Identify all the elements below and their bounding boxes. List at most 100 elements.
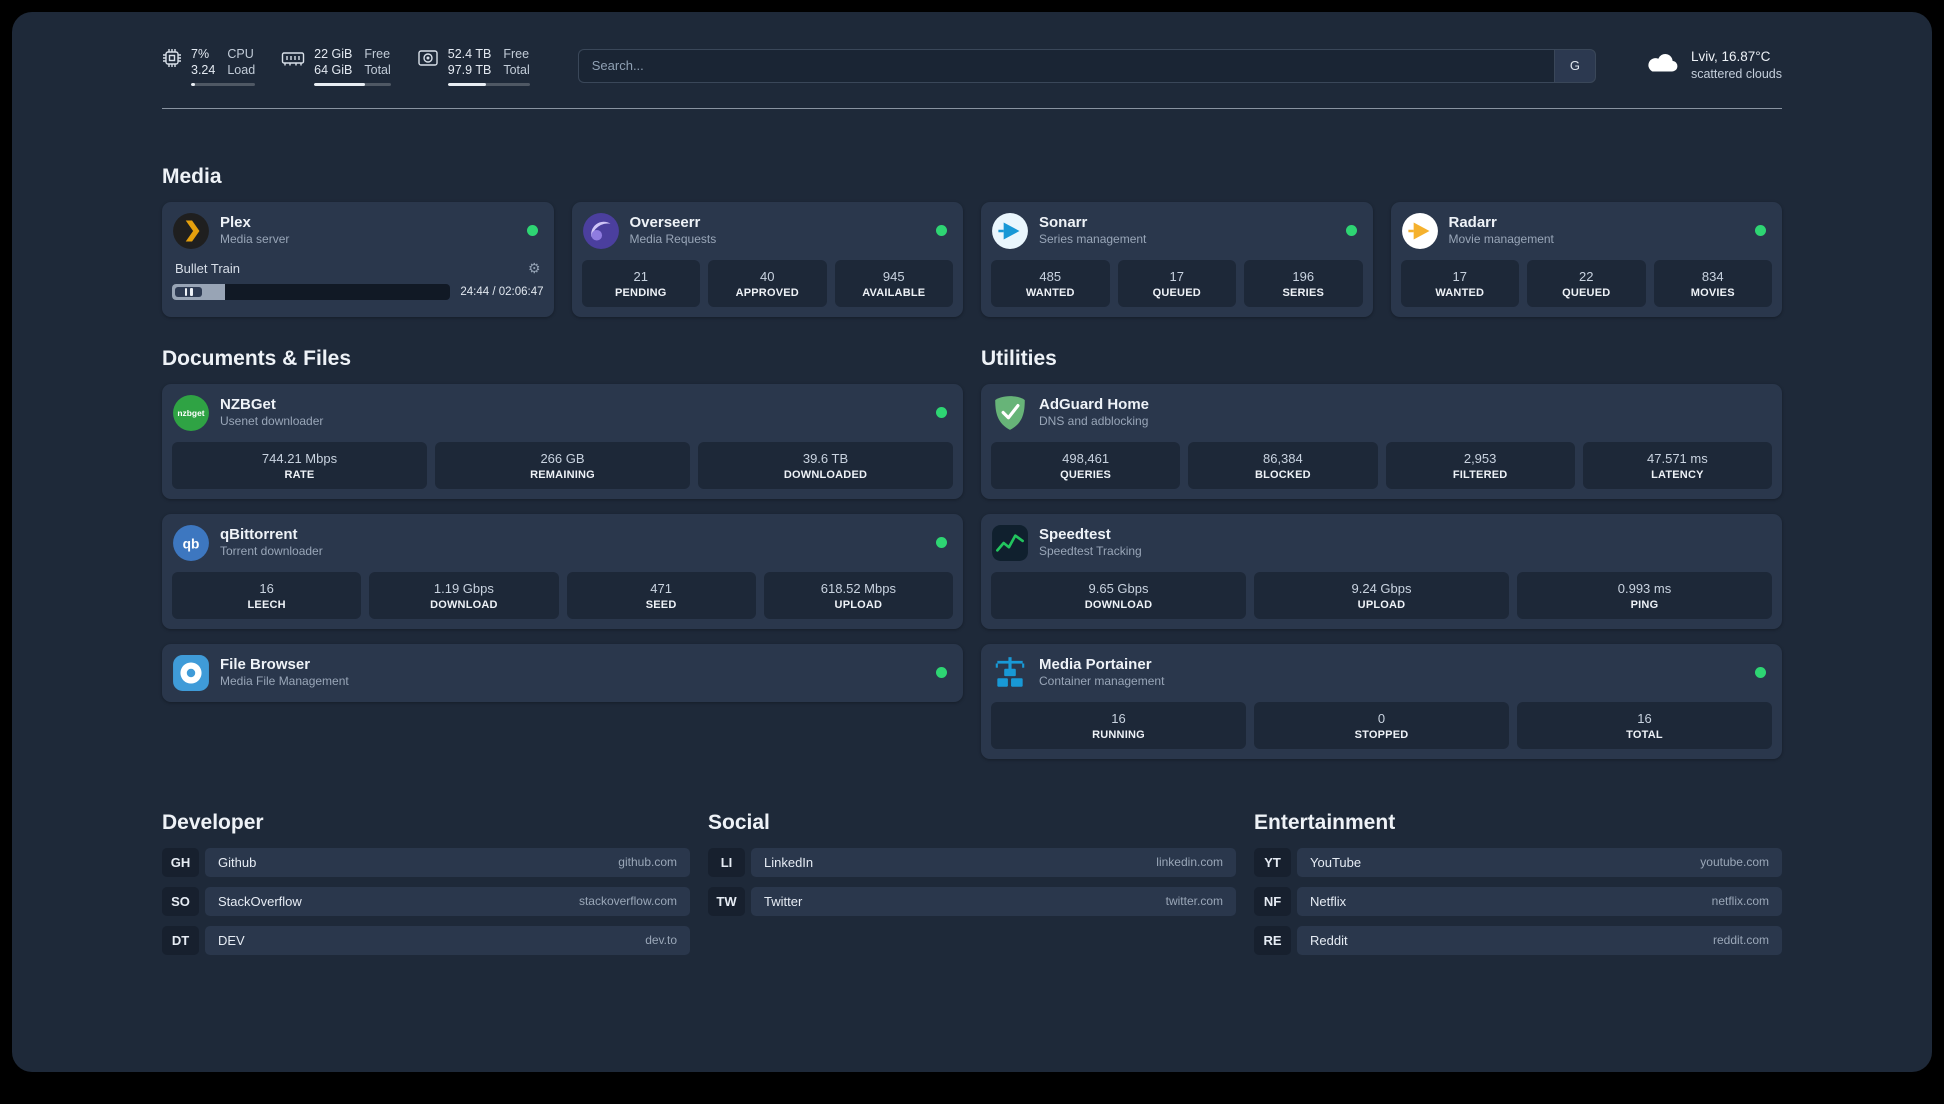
bookmark-linkedin[interactable]: LI LinkedIn linkedin.com <box>708 847 1236 877</box>
overseerr-name: Overseerr <box>629 213 701 231</box>
overseerr-status-dot <box>936 225 947 236</box>
playback-progressbar[interactable] <box>172 283 451 300</box>
weather-widget: Lviv, 16.87°C scattered clouds <box>1644 48 1782 83</box>
cpu-label-bottom: Load <box>227 63 256 78</box>
bookmark-name: Twitter <box>764 893 803 909</box>
stat-stopped: 0 STOPPED <box>1254 701 1509 749</box>
search-input[interactable] <box>577 48 1554 83</box>
speedtest-card: Speedtest Speedtest Tracking 9.65 Gbps D… <box>981 513 1782 629</box>
bookmark-url: github.com <box>618 855 677 869</box>
radarr-icon <box>1401 212 1439 250</box>
speedtest-tile[interactable]: Speedtest Speedtest Tracking <box>991 524 1772 562</box>
portainer-tile[interactable]: Media Portainer Container management <box>991 654 1772 692</box>
qbittorrent-tile[interactable]: qb qBittorrent Torrent downloader <box>172 524 953 562</box>
cpu-icon <box>162 48 182 73</box>
filebrowser-card: File Browser Media File Management <box>162 643 963 702</box>
bookmark-reddit[interactable]: RE Reddit reddit.com <box>1254 925 1782 955</box>
plex-status-dot <box>526 225 538 236</box>
sonarr-icon <box>991 212 1029 250</box>
stat-queries: 498,461 QUERIES <box>991 441 1181 489</box>
search-provider-button[interactable]: G <box>1553 48 1596 83</box>
bookmark-abbr: SO <box>162 886 199 916</box>
bookmark-youtube[interactable]: YT YouTube youtube.com <box>1254 847 1782 877</box>
portainer-subtitle: Container management <box>1039 674 1165 689</box>
bookmark-dev[interactable]: DT DEV dev.to <box>162 925 690 955</box>
nzbget-tile[interactable]: nzbget NZBGet Usenet downloader <box>172 394 953 432</box>
overseerr-card: Overseerr Media Requests 21 PENDING 40 A… <box>571 201 963 317</box>
nzbget-stats: 744.21 Mbps RATE 266 GB REMAINING 39.6 T… <box>172 441 953 489</box>
portainer-card: Media Portainer Container management 16 … <box>981 643 1782 759</box>
radarr-card: Radarr Movie management 17 WANTED 22 QUE… <box>1390 201 1782 317</box>
plex-icon <box>172 212 210 250</box>
stat-series: 196 SERIES <box>1244 259 1363 307</box>
stat-rate: 744.21 Mbps RATE <box>172 441 427 489</box>
sonarr-tile[interactable]: Sonarr Series management <box>991 212 1363 250</box>
bookmark-github[interactable]: GH Github github.com <box>162 847 690 877</box>
stat-movies: 834 MOVIES <box>1653 259 1772 307</box>
developer-heading: Developer <box>162 810 264 834</box>
search-bar: G <box>577 48 1596 83</box>
filebrowser-tile[interactable]: File Browser Media File Management <box>172 654 953 692</box>
bookmark-netflix[interactable]: NF Netflix netflix.com <box>1254 886 1782 916</box>
plex-name: Plex <box>220 213 251 231</box>
disk-progressbar <box>447 82 530 86</box>
qbittorrent-stats: 16 LEECH 1.19 Gbps DOWNLOAD 471 SEED <box>172 571 953 619</box>
overseerr-stats: 21 PENDING 40 APPROVED 945 AVAILABLE <box>581 259 953 307</box>
radarr-tile[interactable]: Radarr Movie management <box>1401 212 1773 250</box>
nzbget-subtitle: Usenet downloader <box>220 414 324 429</box>
portainer-icon <box>991 654 1029 692</box>
memory-progress-fill <box>314 82 365 86</box>
bookmark-abbr: RE <box>1254 925 1291 955</box>
adguard-icon <box>991 394 1029 432</box>
bookmark-name: Netflix <box>1310 893 1347 909</box>
bookmark-stackoverflow[interactable]: SO StackOverflow stackoverflow.com <box>162 886 690 916</box>
bookmark-abbr: DT <box>162 925 199 955</box>
memory-label-bottom: Total <box>364 63 391 78</box>
bookmark-url: twitter.com <box>1165 894 1223 908</box>
radarr-subtitle: Movie management <box>1448 232 1554 247</box>
stat-downloaded: 39.6 TB DOWNLOADED <box>698 441 953 489</box>
memory-values: 22 GiB 64 GiB Free Total <box>314 46 391 86</box>
memory-total: 64 GiB <box>314 63 353 78</box>
bookmark-url: linkedin.com <box>1156 855 1223 869</box>
stat-queued: 22 QUEUED <box>1527 259 1646 307</box>
disk-progress-fill <box>447 82 487 86</box>
adguard-name: AdGuard Home <box>1039 395 1150 413</box>
pause-button[interactable] <box>175 286 202 297</box>
stat-ping: 0.993 ms PING <box>1517 571 1772 619</box>
portainer-name: Media Portainer <box>1039 655 1152 673</box>
bookmark-name: Github <box>218 854 257 870</box>
nzbget-icon: nzbget <box>172 394 210 432</box>
bookmark-abbr: YT <box>1254 847 1291 877</box>
disk-values: 52.4 TB 97.9 TB Free Total <box>447 46 530 86</box>
adguard-tile[interactable]: AdGuard Home DNS and adblocking <box>991 394 1772 432</box>
qbittorrent-subtitle: Torrent downloader <box>220 544 323 559</box>
bookmark-name: StackOverflow <box>218 893 302 909</box>
svg-text:qb: qb <box>183 536 200 551</box>
disk-label-top: Free <box>503 47 530 61</box>
speedtest-stats: 9.65 Gbps DOWNLOAD 9.24 Gbps UPLOAD 0.99… <box>991 571 1772 619</box>
sonarr-card: Sonarr Series management 485 WANTED 17 Q… <box>981 201 1373 317</box>
filebrowser-icon <box>172 654 210 692</box>
bookmark-name: YouTube <box>1310 854 1362 870</box>
stat-filtered: 2,953 FILTERED <box>1385 441 1575 489</box>
cpu-progressbar <box>191 82 256 86</box>
bookmark-name: LinkedIn <box>764 854 814 870</box>
qbittorrent-card: qb qBittorrent Torrent downloader 16 <box>162 513 963 629</box>
settings-gear-icon[interactable]: ⚙ <box>527 259 541 276</box>
svg-text:nzbget: nzbget <box>177 408 204 418</box>
playback-time: 24:44 / 02:06:47 <box>460 285 544 298</box>
bookmark-name: DEV <box>218 932 245 948</box>
speedtest-subtitle: Speedtest Tracking <box>1039 544 1142 559</box>
qbittorrent-status-dot <box>936 537 947 548</box>
adguard-stats: 498,461 QUERIES 86,384 BLOCKED 2,953 FIL… <box>991 441 1772 489</box>
sonarr-stats: 485 WANTED 17 QUEUED 196 SERIES <box>991 259 1363 307</box>
plex-tile[interactable]: Plex Media server <box>172 212 544 250</box>
nzbget-card: nzbget NZBGet Usenet downloader 744.21 M… <box>162 383 963 499</box>
filebrowser-name: File Browser <box>220 655 311 673</box>
system-metrics: 7% 3.24 CPU Load <box>162 46 530 86</box>
speedtest-name: Speedtest <box>1039 525 1111 543</box>
overseerr-tile[interactable]: Overseerr Media Requests <box>582 212 954 250</box>
overseerr-icon <box>582 212 620 250</box>
bookmark-twitter[interactable]: TW Twitter twitter.com <box>708 886 1236 916</box>
